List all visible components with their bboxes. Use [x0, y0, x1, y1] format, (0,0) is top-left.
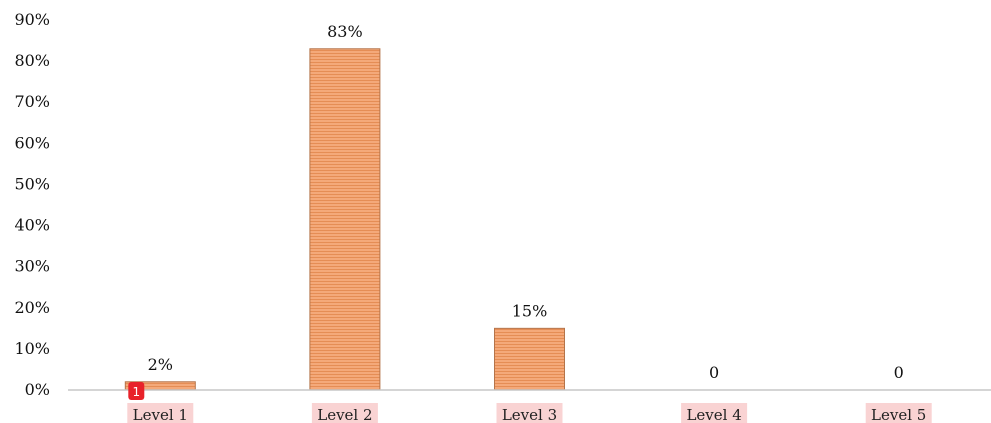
data-labels: 2% 83% 15% 0 0	[148, 22, 904, 382]
y-tick-label: 30%	[14, 257, 50, 276]
category-label-highlight	[127, 403, 194, 423]
category-label-highlight	[865, 403, 932, 423]
y-tick-label: 70%	[14, 92, 50, 111]
y-tick-label: 40%	[14, 216, 50, 235]
x-axis-category-labels: Level 1 Level 2 Level 3 Level 4 Level 5	[133, 406, 927, 423]
y-tick-label: 20%	[14, 298, 50, 317]
bars	[124, 48, 565, 391]
x-tick-label: Level 3	[502, 406, 557, 423]
y-tick-label: 10%	[14, 339, 50, 358]
x-tick-label: Level 2	[317, 406, 372, 423]
marker-badge-text: 1	[132, 385, 140, 399]
marker-badge: 1	[128, 382, 145, 400]
bar	[494, 327, 565, 391]
data-label: 0	[709, 363, 719, 382]
category-label-highlights	[127, 403, 932, 423]
data-label: 15%	[512, 301, 548, 320]
category-label-highlight	[311, 403, 378, 423]
data-label: 0	[894, 363, 904, 382]
category-label-highlight	[681, 403, 748, 423]
y-tick-label: 0%	[25, 380, 50, 399]
y-tick-label: 50%	[14, 174, 50, 193]
y-tick-label: 60%	[14, 133, 50, 152]
x-tick-label: Level 1	[133, 406, 188, 423]
category-label-highlight	[496, 403, 563, 423]
data-label: 83%	[327, 22, 363, 41]
y-tick-label: 80%	[14, 51, 50, 70]
data-label: 2%	[148, 355, 173, 374]
x-tick-label: Level 4	[686, 406, 741, 423]
y-axis-tick-labels: 0% 10% 20% 30% 40% 50% 60% 70% 80% 90%	[14, 10, 50, 399]
y-tick-label: 90%	[14, 10, 50, 29]
marker-badge-box	[128, 382, 145, 400]
x-tick-label: Level 5	[871, 406, 926, 423]
bar	[309, 48, 381, 391]
